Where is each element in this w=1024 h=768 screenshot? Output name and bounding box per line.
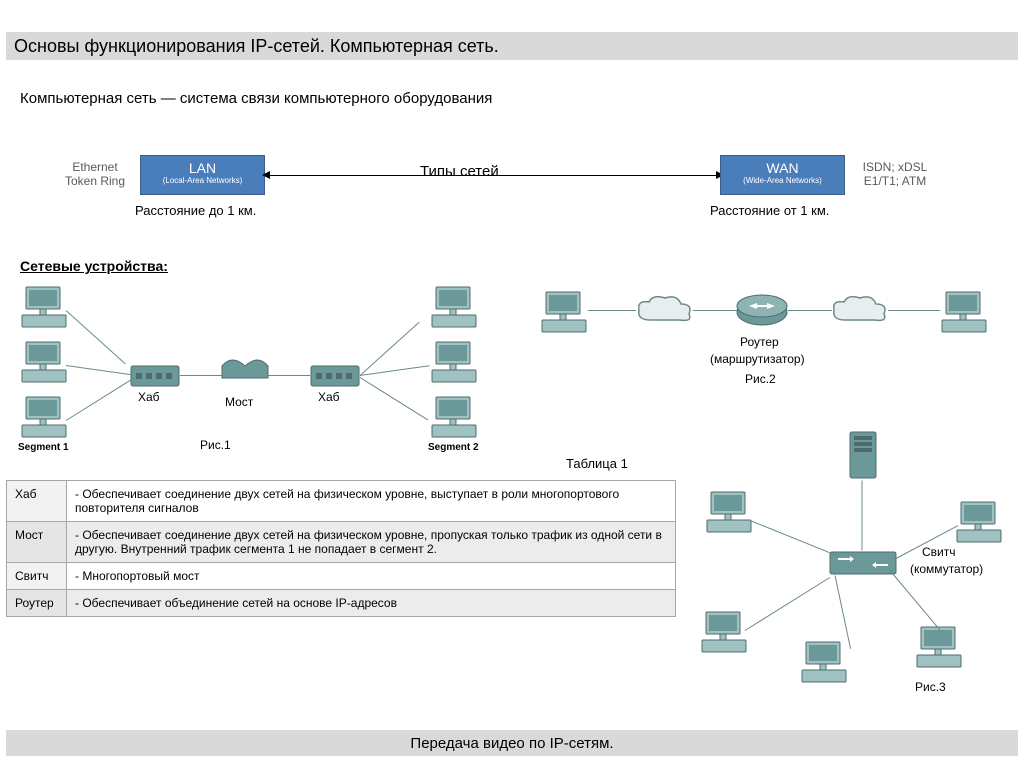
cloud-icon <box>635 292 695 328</box>
wan-sub: (Wide-Area Networks) <box>721 176 844 185</box>
footer-bar: Передача видео по IP-сетям. <box>6 730 1018 756</box>
table-row: Роутер- Обеспечивает объединение сетей н… <box>7 590 676 617</box>
cell-desc: - Обеспечивает соединение двух сетей на … <box>67 522 676 563</box>
table: Хаб- Обеспечивает соединение двух сетей … <box>6 480 676 617</box>
bridge-icon <box>220 352 270 384</box>
server-icon <box>848 430 878 480</box>
lan-distance: Расстояние до 1 км. <box>135 203 256 218</box>
table-row: Хаб- Обеспечивает соединение двух сетей … <box>7 481 676 522</box>
fig1-caption: Рис.1 <box>200 438 231 452</box>
switch-label: Свитч <box>922 545 956 559</box>
page-title-bar: Основы функционирования IP-сетей. Компью… <box>6 32 1018 60</box>
pc-icon <box>800 640 848 684</box>
segment2-label: Segment 2 <box>428 442 479 453</box>
device-table: Таблица 1 Хаб- Обеспечивает соединение д… <box>6 480 676 617</box>
devices-heading: Сетевые устройства: <box>20 258 168 274</box>
hub-icon <box>310 365 360 387</box>
cell-name: Роутер <box>7 590 67 617</box>
wan-box: WAN (Wide-Area Networks) <box>720 155 845 195</box>
types-center-label: Типы сетей <box>420 163 499 180</box>
pc-icon <box>20 395 68 439</box>
fig3-caption: Рис.3 <box>915 680 946 694</box>
hub-label: Хаб <box>318 390 340 404</box>
pc-icon <box>705 490 753 534</box>
router-label2: (маршрутизатор) <box>710 352 805 366</box>
pc-icon <box>540 290 588 334</box>
lan-side-label: Ethernet Token Ring <box>55 160 135 188</box>
figure-2: Роутер (маршрутизатор) Рис.2 <box>540 280 1010 380</box>
lan-box: LAN (Local-Area Networks) <box>140 155 265 195</box>
cell-desc: - Обеспечивает соединение двух сетей на … <box>67 481 676 522</box>
pc-icon <box>955 500 1003 544</box>
wan-title: WAN <box>766 160 798 176</box>
cell-desc: - Обеспечивает объединение сетей на осно… <box>67 590 676 617</box>
network-types-row: Ethernet Token Ring LAN (Local-Area Netw… <box>60 155 960 225</box>
pc-icon <box>430 340 478 384</box>
pc-icon <box>430 395 478 439</box>
table-row: Свитч- Многопортовый мост <box>7 563 676 590</box>
cell-desc: - Многопортовый мост <box>67 563 676 590</box>
wan-distance: Расстояние от 1 км. <box>710 203 829 218</box>
figure-1: Segment 1 Segment 2 Хаб Мост Хаб Рис.1 <box>10 280 530 455</box>
segment1-label: Segment 1 <box>18 442 69 453</box>
hub-label: Хаб <box>138 390 160 404</box>
fig2-caption: Рис.2 <box>745 372 776 386</box>
cell-name: Хаб <box>7 481 67 522</box>
pc-icon <box>20 340 68 384</box>
bridge-label: Мост <box>225 395 253 409</box>
pc-icon <box>430 285 478 329</box>
figure-3: Свитч (коммутатор) Рис.3 <box>700 430 1010 690</box>
subtitle-text: Компьютерная сеть — система связи компью… <box>20 90 492 107</box>
router-label: Роутер <box>740 335 779 349</box>
wan-side-label: ISDN; xDSL E1/T1; ATM <box>855 160 935 188</box>
cell-name: Мост <box>7 522 67 563</box>
pc-icon <box>700 610 748 654</box>
table-caption: Таблица 1 <box>566 456 628 471</box>
cloud-icon <box>830 292 890 328</box>
cell-name: Свитч <box>7 563 67 590</box>
pc-icon <box>915 625 963 669</box>
hub-icon <box>130 365 180 387</box>
router-icon <box>735 292 789 328</box>
lan-title: LAN <box>189 160 216 176</box>
pc-icon <box>20 285 68 329</box>
switch-label2: (коммутатор) <box>910 562 983 576</box>
table-row: Мост- Обеспечивает соединение двух сетей… <box>7 522 676 563</box>
pc-icon <box>940 290 988 334</box>
lan-sub: (Local-Area Networks) <box>141 176 264 185</box>
switch-icon <box>828 550 898 576</box>
